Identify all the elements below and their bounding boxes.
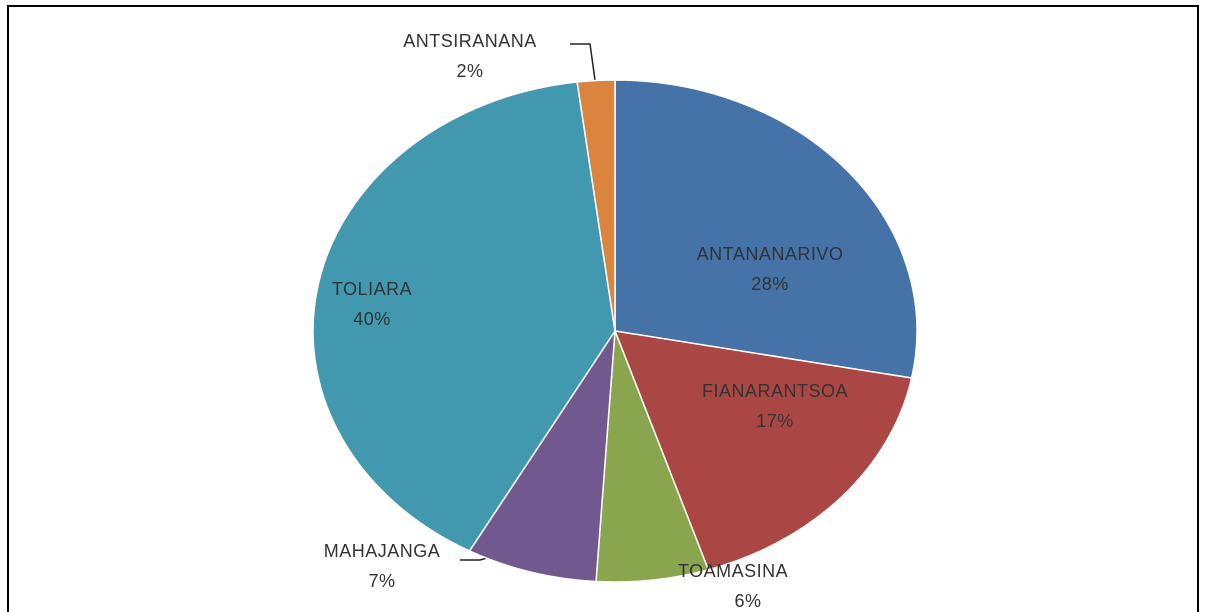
slice-value-label: 17%	[756, 411, 794, 431]
pie-slice	[613, 330, 913, 571]
slice-value-label: 7%	[368, 571, 395, 591]
slice-label: MAHAJANGA	[324, 541, 441, 561]
leader-line	[570, 43, 596, 81]
slice-label: ANTANANARIVO	[697, 244, 844, 264]
slice-label: ANTSIRANANA	[403, 31, 537, 51]
pie-slice	[576, 79, 616, 332]
pie-slice	[468, 328, 616, 583]
slice-label: TOAMASINA	[678, 561, 788, 581]
pie-slice	[614, 79, 918, 379]
slice-value-label: 2%	[456, 61, 483, 81]
slice-value-label: 6%	[734, 591, 761, 611]
frame	[7, 5, 1199, 612]
slice-value-label: 40%	[353, 309, 391, 329]
pie-slice	[312, 81, 616, 552]
slice-label: TOLIARA	[332, 279, 412, 299]
slice-label: FIANARANTSOA	[702, 381, 848, 401]
slice-value-label: 28%	[751, 274, 789, 294]
